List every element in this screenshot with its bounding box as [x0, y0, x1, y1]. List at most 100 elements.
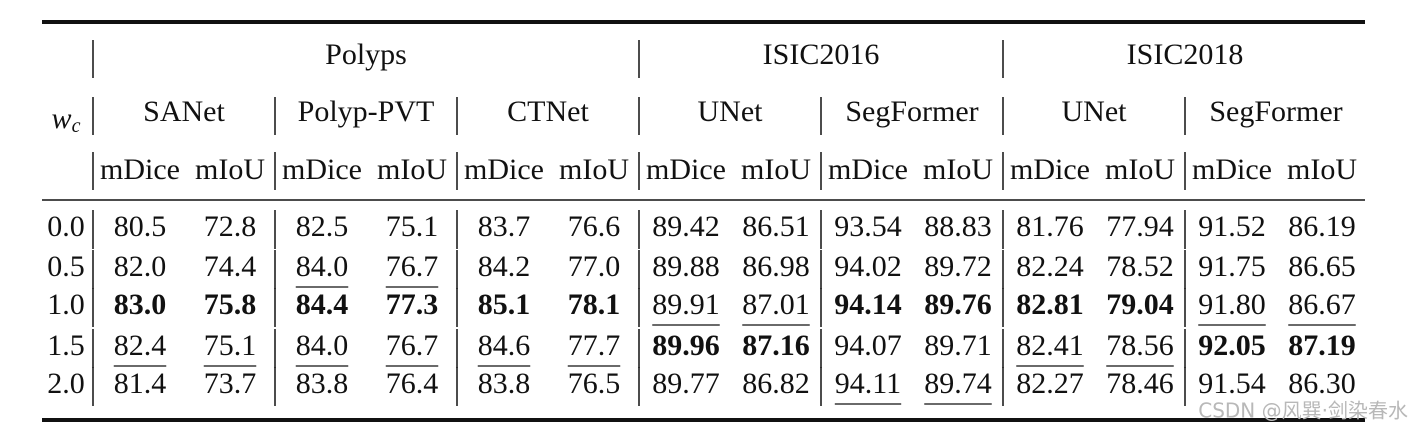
metric-header: mIoU: [377, 153, 447, 186]
cell: 75.1: [204, 329, 257, 362]
cell: 75.8: [204, 288, 257, 321]
cell: 89.42: [652, 210, 720, 243]
cell: 92.05: [1198, 329, 1266, 362]
cell: 87.01: [742, 288, 810, 321]
cell: 94.02: [834, 250, 902, 283]
cell: 78.1: [568, 288, 621, 321]
metric-header: mDice: [646, 153, 726, 186]
cell: 84.4: [296, 288, 349, 321]
cell: 82.0: [114, 250, 167, 283]
metric-header: mDice: [282, 153, 362, 186]
cell: 82.24: [1016, 250, 1084, 283]
cell: 86.98: [742, 250, 810, 283]
cell: 82.4: [114, 329, 167, 362]
cell: 76.6: [568, 210, 621, 243]
cell: 86.30: [1288, 367, 1356, 400]
cell: 82.41: [1016, 329, 1084, 362]
cell: 77.0: [568, 250, 621, 283]
group-header: ISIC2016: [763, 38, 880, 71]
cell: 88.83: [924, 210, 992, 243]
model-header: UNet: [698, 95, 764, 128]
cell: 79.04: [1106, 288, 1174, 321]
model-header: SegFormer: [845, 95, 978, 128]
cell: 89.76: [924, 288, 992, 321]
cell: 89.74: [924, 367, 992, 400]
cell: 82.5: [296, 210, 349, 243]
cell: 77.3: [386, 288, 439, 321]
cell: 78.56: [1106, 329, 1174, 362]
metric-header: mDice: [1192, 153, 1272, 186]
cell: 86.67: [1288, 288, 1356, 321]
cell: 83.0: [114, 288, 167, 321]
cell: 81.4: [114, 367, 167, 400]
cell: 82.27: [1016, 367, 1084, 400]
cell: 91.80: [1198, 288, 1266, 321]
model-header: UNet: [1062, 95, 1128, 128]
cell: 89.91: [652, 288, 720, 321]
model-header: SegFormer: [1209, 95, 1342, 128]
metric-header: mIoU: [923, 153, 993, 186]
row-weight: 2.0: [47, 367, 85, 400]
metric-header: mDice: [828, 153, 908, 186]
cell: 85.1: [478, 288, 531, 321]
metric-header: mIoU: [1105, 153, 1175, 186]
cell: 86.65: [1288, 250, 1356, 283]
cell: 83.8: [296, 367, 349, 400]
cell: 84.2: [478, 250, 531, 283]
cell: 87.16: [742, 329, 810, 362]
cell: 84.6: [478, 329, 531, 362]
cell: 94.14: [834, 288, 902, 321]
model-header: Polyp-PVT: [298, 95, 435, 128]
cell: 76.5: [568, 367, 621, 400]
cell: 91.75: [1198, 250, 1266, 283]
metric-header: mIoU: [195, 153, 265, 186]
group-header: Polyps: [325, 38, 407, 71]
cell: 75.1: [386, 210, 439, 243]
group-header: ISIC2018: [1127, 38, 1244, 71]
model-header: SANet: [143, 95, 225, 128]
cell: 73.7: [204, 367, 257, 400]
row-weight: 1.5: [47, 329, 85, 362]
cell: 76.4: [386, 367, 439, 400]
cell: 83.8: [478, 367, 531, 400]
row-weight: 0.0: [47, 210, 85, 243]
cell: 86.51: [742, 210, 810, 243]
cell: 91.54: [1198, 367, 1266, 400]
cell: 72.8: [204, 210, 257, 243]
cell: 76.7: [386, 250, 439, 283]
cell: 94.11: [835, 367, 901, 400]
cell: 86.82: [742, 367, 810, 400]
cell: 89.71: [924, 329, 992, 362]
cell: 74.4: [204, 250, 257, 283]
cell: 93.54: [834, 210, 902, 243]
model-header: CTNet: [507, 95, 589, 128]
metric-header: mDice: [464, 153, 544, 186]
cell: 86.19: [1288, 210, 1356, 243]
cell: 77.94: [1106, 210, 1174, 243]
metric-header: mIoU: [741, 153, 811, 186]
metric-header: mDice: [100, 153, 180, 186]
cell: 91.52: [1198, 210, 1266, 243]
cell: 89.88: [652, 250, 720, 283]
cell: 84.0: [296, 250, 349, 283]
row-label: wc: [52, 102, 81, 137]
cell: 87.19: [1288, 329, 1356, 362]
cell: 94.07: [834, 329, 902, 362]
cell: 80.5: [114, 210, 167, 243]
watermark: CSDN @风巽·剑染春水: [1198, 399, 1408, 423]
cell: 89.77: [652, 367, 720, 400]
cell: 81.76: [1016, 210, 1084, 243]
cell: 83.7: [478, 210, 531, 243]
metric-header: mIoU: [559, 153, 629, 186]
cell: 78.52: [1106, 250, 1174, 283]
cell: 76.7: [386, 329, 439, 362]
cell: 89.72: [924, 250, 992, 283]
cell: 82.81: [1016, 288, 1084, 321]
row-weight: 1.0: [47, 288, 85, 321]
metric-header: mIoU: [1287, 153, 1357, 186]
cell: 77.7: [568, 329, 621, 362]
cell: 89.96: [652, 329, 720, 362]
row-weight: 0.5: [47, 250, 85, 283]
cell: 78.46: [1106, 367, 1174, 400]
